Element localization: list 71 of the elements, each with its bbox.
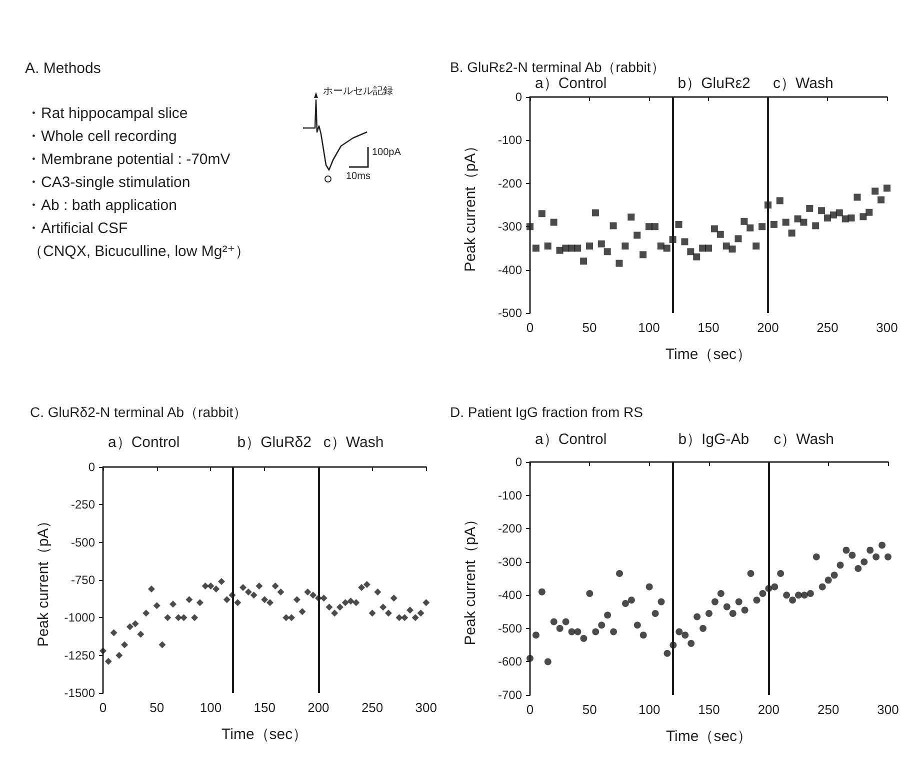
x-axis-title: Time（sec） (222, 726, 308, 743)
y-tick-label: -100 (498, 133, 522, 148)
y-tick-label: -1250 (64, 648, 96, 662)
x-tick-label: 250 (816, 320, 838, 335)
text: c）Wash (774, 431, 834, 448)
y-tick-label: -750 (70, 573, 96, 587)
x-tick-label: 300 (876, 320, 898, 335)
x-tick-label: 100 (638, 702, 660, 717)
x-tick-label: 200 (757, 320, 779, 335)
chart-title: C. GluRδ2-N terminal Ab（rabbit） (30, 404, 248, 420)
text: a）Control (535, 75, 607, 92)
x-axis-title: Time（sec） (666, 728, 752, 745)
x-tick-label: 50 (150, 700, 164, 715)
y-axis-title: Peak current（pA） (35, 513, 52, 647)
x-tick-label: 250 (817, 702, 840, 717)
text: b）IgG-Ab (678, 431, 750, 448)
text: b）GluRε2 (678, 75, 750, 92)
y-tick-label: -500 (498, 621, 522, 636)
x-tick-label: 150 (254, 700, 276, 715)
y-tick-label: -100 (498, 488, 522, 502)
text: ホールセル記録 (323, 84, 393, 98)
chart-title: B. GluRε2-N terminal Ab（rabbit） (450, 59, 665, 75)
y-tick-label: -1500 (64, 686, 96, 700)
text: c）Wash (773, 75, 834, 92)
y-tick-label: -700 (498, 688, 522, 702)
text: a）Control (108, 434, 180, 451)
x-tick-label: 100 (638, 320, 660, 335)
text: ・CA3-single stimulation (26, 173, 192, 193)
x-tick-label: 50 (582, 702, 597, 717)
x-tick-label: 250 (361, 700, 384, 715)
y-tick-label: -400 (498, 262, 522, 277)
text: a）Control (535, 431, 607, 448)
text: ・Rat hippocampal slice (26, 104, 189, 124)
y-tick-label: -500 (498, 306, 522, 320)
x-tick-label: 50 (582, 320, 597, 335)
y-tick-label: -1000 (64, 610, 96, 625)
x-tick-label: 300 (877, 702, 899, 717)
x-tick-label: 0 (99, 700, 107, 715)
y-tick-label: -500 (70, 535, 96, 550)
y-tick-label: 0 (515, 455, 522, 469)
x-tick-label: 150 (698, 702, 720, 717)
x-tick-label: 300 (415, 700, 438, 715)
y-tick-label: -200 (498, 522, 522, 536)
x-tick-label: 150 (698, 320, 720, 335)
y-tick-label: -400 (498, 588, 522, 602)
y-axis-title: Peak current（pA） (462, 138, 479, 272)
y-tick-label: -250 (70, 498, 96, 512)
x-tick-label: 200 (308, 700, 330, 715)
chart-title: D. Patient IgG fraction from RS (450, 404, 643, 420)
y-axis-title: Peak current（pA） (462, 512, 479, 646)
x-tick-label: 100 (200, 700, 222, 715)
text: ・Ab : bath application (26, 196, 178, 216)
text: A. Methods (25, 60, 101, 77)
y-tick-label: -300 (498, 554, 522, 569)
text: c）Wash (323, 434, 384, 451)
y-tick-label: -300 (498, 220, 522, 234)
x-axis-title: Time（sec） (665, 346, 752, 363)
y-tick-label: 0 (88, 460, 96, 474)
x-tick-label: 200 (758, 702, 780, 717)
text: 10ms (346, 171, 370, 182)
text: 100pA (372, 147, 401, 158)
x-tick-label: 0 (526, 320, 534, 335)
y-tick-label: -200 (498, 176, 522, 190)
y-tick-label: -600 (498, 654, 522, 669)
x-tick-label: 0 (526, 702, 534, 717)
text: （CNQX, Bicuculline, low Mg²⁺） (27, 242, 250, 262)
text: ・Artificial CSF (26, 219, 129, 239)
y-tick-label: 0 (515, 90, 522, 104)
text: b）GluRδ2 (237, 434, 312, 451)
text: ・Membrane potential : -70mV (26, 150, 232, 170)
text: ・Whole cell recording (26, 127, 178, 147)
